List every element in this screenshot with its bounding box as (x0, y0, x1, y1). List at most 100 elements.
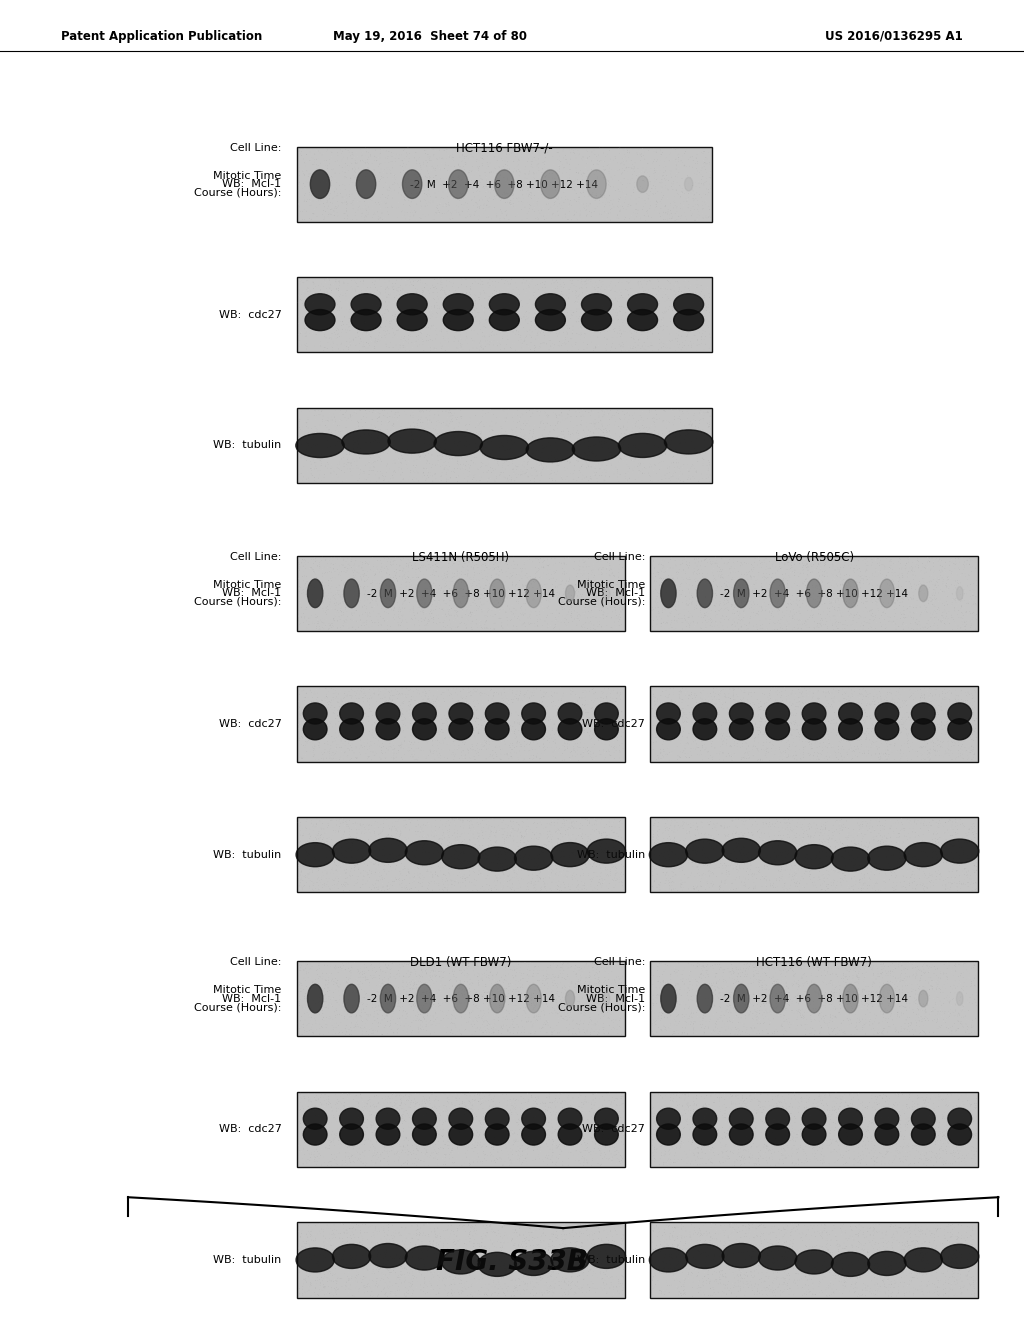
Point (612, 601, 629, 622)
Point (599, 859, 615, 880)
Point (818, 1005, 835, 1026)
Point (346, 166, 362, 187)
Point (673, 1088, 689, 1109)
Point (610, 986, 627, 1007)
Point (319, 1088, 336, 1109)
Point (896, 601, 912, 622)
Point (606, 867, 623, 888)
Point (364, 153, 380, 174)
Point (310, 1089, 327, 1110)
Point (564, 606, 581, 627)
Point (389, 593, 406, 614)
Point (626, 436, 642, 457)
Point (795, 1093, 811, 1114)
Point (441, 1133, 458, 1154)
Point (867, 964, 884, 985)
Point (520, 569, 537, 590)
Point (342, 446, 358, 467)
Point (309, 1137, 326, 1158)
Point (679, 985, 695, 1006)
Point (873, 1139, 890, 1160)
Point (381, 425, 397, 446)
Point (890, 725, 906, 746)
Point (625, 335, 641, 356)
Point (318, 610, 335, 631)
Point (618, 403, 635, 424)
Ellipse shape (489, 310, 519, 330)
Point (476, 1134, 493, 1155)
Point (434, 1270, 451, 1291)
Point (771, 697, 787, 718)
Point (727, 553, 743, 574)
Point (912, 958, 929, 979)
Point (767, 962, 783, 983)
Point (418, 174, 434, 195)
Point (899, 1258, 915, 1279)
Point (541, 1283, 557, 1304)
Point (647, 1085, 664, 1106)
Point (640, 301, 656, 322)
Point (332, 1118, 348, 1139)
Point (636, 141, 652, 162)
Point (945, 1241, 962, 1262)
Point (834, 606, 850, 627)
Point (462, 713, 478, 734)
Point (496, 809, 512, 830)
Point (810, 1098, 826, 1119)
Point (339, 201, 355, 222)
Point (863, 1111, 880, 1133)
Point (848, 870, 864, 891)
Point (365, 970, 381, 991)
Point (844, 554, 860, 576)
Point (507, 713, 523, 734)
Point (578, 432, 594, 453)
Point (423, 599, 439, 620)
Point (670, 1255, 686, 1276)
Point (743, 1217, 760, 1238)
Point (290, 719, 306, 741)
Point (547, 296, 563, 317)
Point (602, 709, 618, 730)
Point (572, 298, 589, 319)
Point (419, 1094, 435, 1115)
Point (529, 867, 546, 888)
Point (868, 954, 885, 975)
Point (702, 995, 719, 1016)
Point (815, 1126, 831, 1147)
Point (814, 1090, 830, 1111)
Point (308, 1274, 325, 1295)
Point (508, 314, 524, 335)
Point (883, 1115, 899, 1137)
Point (693, 317, 710, 338)
Point (393, 733, 410, 754)
Point (446, 1230, 463, 1251)
Point (651, 953, 668, 974)
Point (396, 813, 413, 834)
Point (350, 1093, 367, 1114)
Point (913, 602, 930, 623)
Point (929, 1218, 945, 1239)
Point (397, 572, 414, 593)
Point (560, 169, 577, 190)
Point (520, 1222, 537, 1243)
Point (516, 846, 532, 867)
Point (474, 589, 490, 610)
Point (371, 325, 387, 346)
Point (574, 169, 591, 190)
Point (406, 1269, 422, 1290)
Point (431, 873, 447, 894)
Point (446, 201, 463, 222)
Point (342, 830, 358, 851)
Point (940, 548, 956, 569)
Point (531, 1018, 548, 1039)
Point (773, 1138, 790, 1159)
Point (535, 469, 551, 490)
Point (386, 1143, 402, 1164)
Point (307, 550, 324, 572)
Point (542, 1266, 558, 1287)
Point (438, 549, 455, 570)
Point (584, 1278, 600, 1299)
Point (443, 1137, 460, 1158)
Point (968, 1237, 984, 1258)
Point (308, 1151, 325, 1172)
